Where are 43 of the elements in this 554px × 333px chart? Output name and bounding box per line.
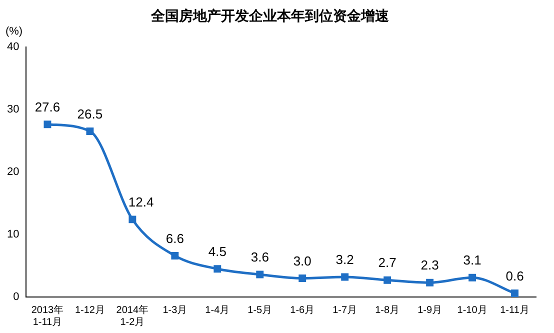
x-tick-label: 1-5月 [248,304,272,316]
data-label: 27.6 [34,99,60,114]
y-tick-label: 10 [6,228,20,240]
x-tick-label: 1-12月 [74,304,105,316]
x-tick-label: 1-11月 [500,304,530,316]
y-tick-label: 20 [6,166,20,178]
data-label: 3.0 [293,253,312,268]
x-tick-label: 2013年 1-11月 [31,304,64,328]
data-label: 3.1 [463,252,482,268]
point [256,270,264,278]
point [128,216,136,224]
point [86,128,94,135]
y-tick-label: 30 [6,103,20,116]
x-tick-label: 1-10月 [457,304,488,316]
data-label: 6.6 [166,230,184,246]
x-tick-label: 1-4月 [205,304,230,316]
point [384,276,392,284]
data-label: 26.5 [77,106,103,122]
x-tick-label: 1-7月 [332,304,358,316]
x-tick-label: 1-3月 [162,304,188,316]
data-label: 4.5 [208,244,226,259]
x-tick-label: 1-8月 [375,304,400,316]
chart-title: 全国房地产开发企业本年到位资金增速 [150,7,390,24]
data-label: 2.7 [378,255,396,270]
data-label: 0.6 [506,268,524,284]
point [341,273,349,281]
point [214,265,222,273]
x-tick-label: 1-9月 [418,304,442,316]
point [511,290,518,297]
point [426,278,434,286]
x-tick-label: 1-6月 [290,304,315,316]
data-label: 2.3 [420,258,439,273]
y-tick-label: 40 [6,40,20,53]
data-label: 3.6 [250,250,269,265]
x-tick-label: 2014年 1-2月 [116,304,149,328]
point [171,252,179,260]
y-axis-title: (%) [5,25,23,38]
point [468,274,476,282]
point [298,274,306,282]
data-label: 12.4 [128,194,154,210]
point [44,120,52,128]
data-label: 3.2 [336,252,354,268]
y-tick-label: 0 [13,291,20,304]
